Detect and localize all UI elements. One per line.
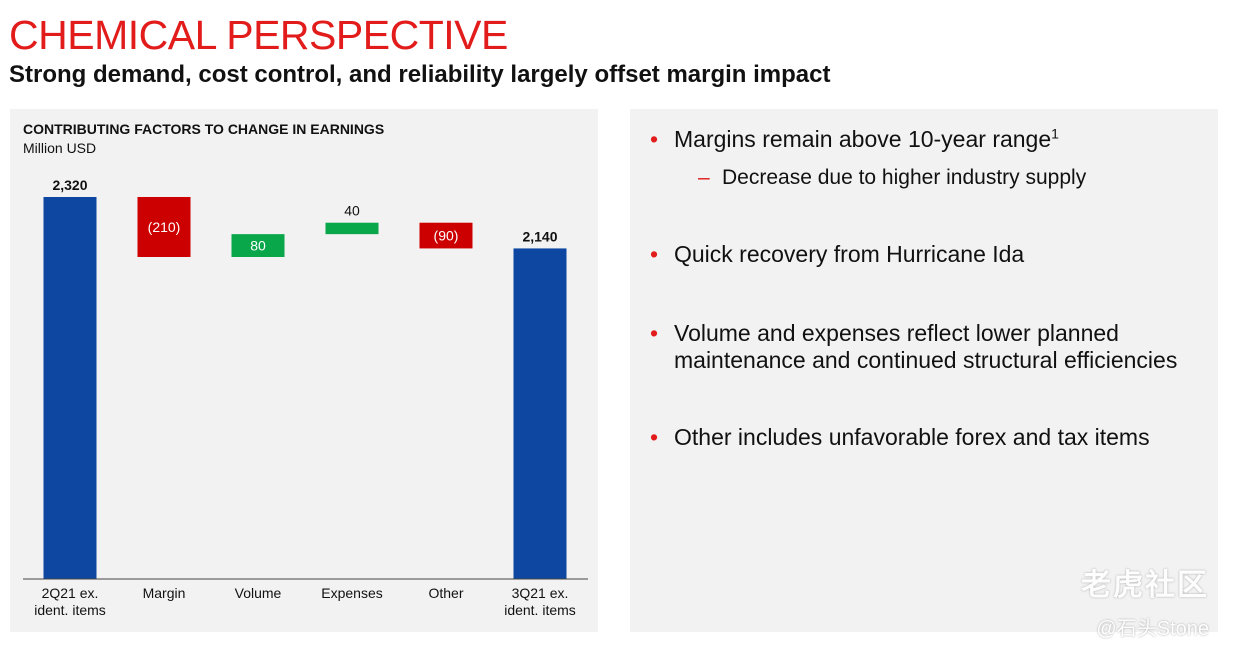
data-label-3q21-ex-ident-items: 2,140 bbox=[522, 228, 557, 244]
watermark: 老虎社区 @石头Stone bbox=[1081, 560, 1209, 641]
data-label-volume: 80 bbox=[250, 238, 266, 254]
note-margins-sub: Decrease due to higher industry supply bbox=[698, 165, 1086, 191]
category-label-5-1: ident. items bbox=[504, 602, 576, 618]
page-subtitle: Strong demand, cost control, and reliabi… bbox=[9, 61, 831, 88]
data-label-2q21-ex-ident-items: 2,320 bbox=[52, 177, 87, 193]
note-margins: Margins remain above 10-year range1 bbox=[650, 125, 1204, 153]
notes-panel: Margins remain above 10-year range1 Decr… bbox=[630, 109, 1218, 632]
chart-unit-label: Million USD bbox=[23, 140, 97, 156]
data-label-margin: (210) bbox=[148, 219, 181, 235]
note-hurricane: Quick recovery from Hurricane Ida bbox=[650, 241, 1204, 268]
bar-margin bbox=[137, 197, 191, 257]
data-label-other: (90) bbox=[434, 228, 459, 244]
bar-2q21-ex-ident-items bbox=[43, 197, 97, 579]
watermark-user: @石头Stone bbox=[1096, 618, 1209, 640]
category-label-4-0: Other bbox=[428, 585, 463, 601]
category-label-1-0: Margin bbox=[143, 585, 186, 601]
chart-title: CONTRIBUTING FACTORS TO CHANGE IN EARNIN… bbox=[23, 121, 385, 137]
bar-other bbox=[419, 222, 473, 249]
footnote-marker: 1 bbox=[1051, 125, 1059, 142]
chart-panel: CONTRIBUTING FACTORS TO CHANGE IN EARNIN… bbox=[10, 109, 598, 632]
bar-expenses bbox=[325, 222, 379, 235]
bar-volume bbox=[231, 234, 285, 257]
category-label-3-0: Expenses bbox=[321, 585, 382, 601]
category-label-0-0: 2Q21 ex. bbox=[42, 585, 99, 601]
page-title: CHEMICAL PERSPECTIVE bbox=[9, 12, 508, 58]
bar-3q21-ex-ident-items bbox=[513, 248, 567, 579]
watermark-logo: 老虎社区 bbox=[1081, 569, 1209, 602]
category-label-5-0: 3Q21 ex. bbox=[512, 585, 569, 601]
note-margins-text: Margins remain above 10-year range bbox=[674, 126, 1052, 152]
data-label-expenses: 40 bbox=[344, 203, 360, 219]
category-label-0-1: ident. items bbox=[34, 602, 106, 618]
note-volume-expenses: Volume and expenses reflect lower planne… bbox=[650, 320, 1204, 374]
note-other: Other includes unfavorable forex and tax… bbox=[650, 424, 1204, 451]
category-label-2-0: Volume bbox=[235, 585, 282, 601]
